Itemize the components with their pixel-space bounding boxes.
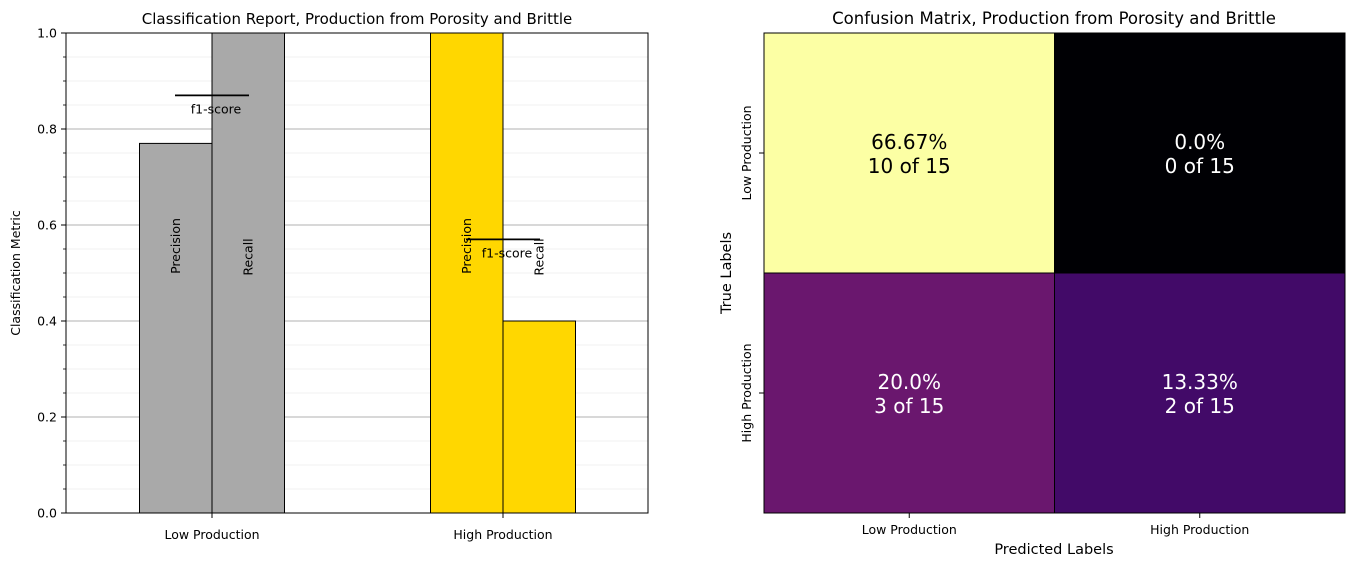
confusion-matrix-chart: Confusion Matrix, Production from Porosi… [719, 9, 1346, 558]
cell-count: 0 of 15 [1165, 154, 1235, 178]
precision-bar [430, 32, 504, 514]
recall-bar-label: Recall [531, 238, 546, 275]
x-axis-ticks: Low Production High Production [862, 513, 1249, 537]
x-tick-label: High Production [453, 527, 552, 542]
y-tick-label: 0.4 [37, 314, 57, 329]
y-axis-label: True Labels [719, 232, 735, 315]
cell-count: 2 of 15 [1165, 394, 1235, 418]
matrix-cell [1054, 272, 1346, 514]
matrix-cell [1054, 32, 1346, 274]
y-tick-label: 0.2 [37, 410, 57, 425]
f1-score-label: f1-score [191, 101, 242, 116]
precision-bar-label: Precision [459, 218, 474, 274]
y-tick-label: 0.0 [37, 506, 57, 521]
matrix-cells: 66.67%10 of 15 0.0%0 of 15 20.0%3 of 15 13.… [763, 32, 1346, 514]
precision-bar-label: Precision [168, 218, 183, 274]
recall-bar [211, 32, 285, 514]
f1-markers: f1-score f1-score [175, 94, 540, 260]
cell-count: 10 of 15 [868, 154, 951, 178]
cell-percentage: 66.67% [871, 130, 947, 154]
y-axis-label: Classification Metric [8, 210, 23, 336]
chart-title: Confusion Matrix, Production from Porosi… [832, 9, 1276, 28]
matrix-cell [763, 32, 1055, 274]
y-tick-label: 0.8 [37, 122, 57, 137]
chart-title: Classification Report, Production from P… [142, 10, 573, 28]
cell-count: 3 of 15 [874, 394, 944, 418]
y-tick-label: Low Production [739, 105, 754, 200]
recall-bar-label: Recall [240, 238, 255, 275]
bars: Precision Recall Precision Recall [139, 32, 576, 514]
x-tick-label: High Production [1150, 522, 1249, 537]
cell-percentage: 20.0% [877, 370, 941, 394]
x-axis-ticks: Low Production High Production [164, 513, 553, 542]
x-tick-label: Low Production [164, 527, 259, 542]
f1-score-label: f1-score [482, 245, 533, 260]
matrix-frame [763, 32, 1346, 514]
y-axis-ticks: 0.0 0.2 0.4 0.6 0.8 1.0 [37, 26, 66, 521]
y-tick-label: High Production [739, 343, 754, 442]
precision-bar [139, 142, 213, 514]
recall-bar [502, 320, 576, 514]
x-tick-label: Low Production [862, 522, 957, 537]
cell-percentage: 13.33% [1162, 370, 1238, 394]
y-tick-label: 0.6 [37, 218, 57, 233]
cell-percentage: 0.0% [1174, 130, 1225, 154]
y-tick-label: 1.0 [37, 26, 57, 41]
y-axis-ticks: Low Production High Production [739, 105, 764, 443]
classification-report-chart: Classification Report, Production from P… [8, 10, 649, 542]
x-axis-label: Predicted Labels [994, 542, 1113, 558]
matrix-cell [763, 272, 1055, 514]
